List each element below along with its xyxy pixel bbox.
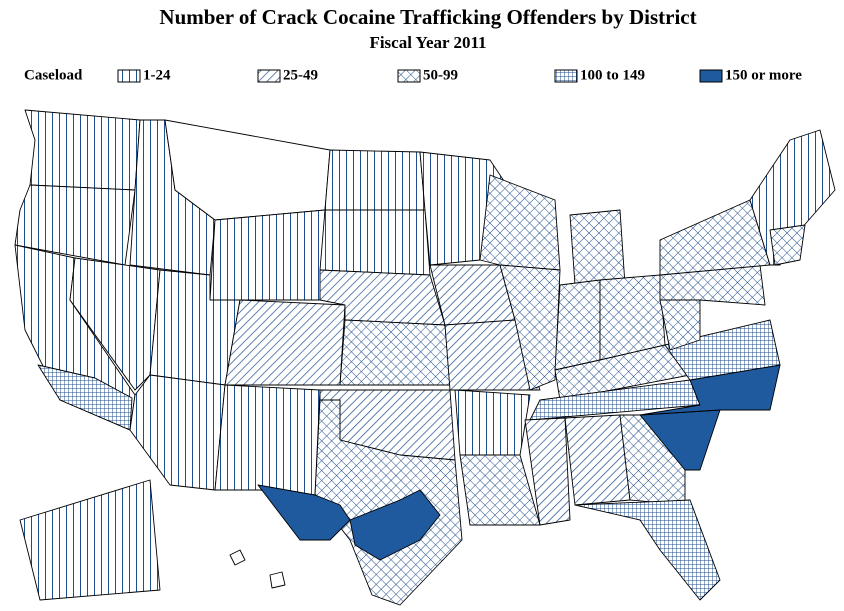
region [575, 500, 720, 600]
region [210, 210, 325, 300]
island [230, 550, 245, 565]
region [565, 415, 630, 505]
legend-item: 150 or more [725, 67, 802, 83]
title: Number of Crack Cocaine Trafficking Offe… [159, 5, 696, 29]
region [480, 175, 560, 270]
legend-swatch [555, 70, 577, 82]
region [455, 390, 530, 455]
region [770, 225, 805, 265]
legend-swatch [118, 70, 140, 82]
map [15, 110, 835, 605]
region [25, 110, 140, 190]
legend-item: 1-24 [143, 67, 171, 83]
legend-item: 50-99 [423, 67, 458, 83]
legend-item: 100 to 149 [580, 67, 645, 83]
region [325, 150, 425, 210]
region [340, 320, 450, 385]
region [225, 300, 345, 385]
legend-swatch [258, 70, 280, 82]
legend: Caseload 1-24 25-49 50-99 100 to 149 150… [24, 67, 802, 83]
region [130, 375, 225, 490]
region [570, 210, 625, 285]
map-figure: Number of Crack Cocaine Trafficking Offe… [0, 0, 844, 611]
page: Number of Crack Cocaine Trafficking Offe… [0, 0, 844, 611]
region [320, 210, 430, 275]
legend-swatch [700, 70, 722, 82]
island [270, 572, 285, 588]
subtitle: Fiscal Year 2011 [369, 33, 486, 52]
region [20, 480, 160, 600]
legend-swatch [398, 70, 420, 82]
region [555, 280, 600, 370]
region [215, 385, 320, 495]
legend-label: Caseload [24, 67, 83, 83]
legend-item: 25-49 [283, 67, 318, 83]
region [460, 455, 540, 525]
